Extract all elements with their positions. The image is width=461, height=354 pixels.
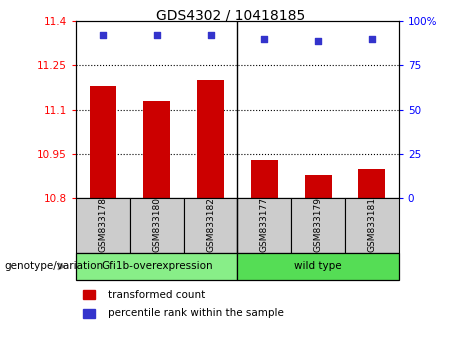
Bar <box>197 80 224 198</box>
Bar <box>345 198 399 253</box>
Text: Gfi1b-overexpression: Gfi1b-overexpression <box>101 261 213 272</box>
Bar <box>305 175 331 198</box>
Point <box>260 36 268 42</box>
Bar <box>183 198 237 253</box>
Text: GSM833179: GSM833179 <box>313 197 323 252</box>
Bar <box>143 101 170 198</box>
Point <box>368 36 376 42</box>
Bar <box>76 253 237 280</box>
Bar <box>237 253 399 280</box>
Text: GSM833182: GSM833182 <box>206 197 215 252</box>
Bar <box>83 309 95 318</box>
Point <box>153 33 160 38</box>
Point <box>314 38 322 44</box>
Text: GSM833177: GSM833177 <box>260 197 269 252</box>
Bar <box>251 160 278 198</box>
Text: GDS4302 / 10418185: GDS4302 / 10418185 <box>156 9 305 23</box>
Bar <box>291 198 345 253</box>
Text: percentile rank within the sample: percentile rank within the sample <box>108 308 284 318</box>
Text: transformed count: transformed count <box>108 290 206 300</box>
Text: wild type: wild type <box>294 261 342 272</box>
Text: GSM833180: GSM833180 <box>152 197 161 252</box>
Bar <box>83 290 95 299</box>
Point <box>207 33 214 38</box>
Bar <box>237 198 291 253</box>
Point <box>99 33 106 38</box>
Bar <box>130 198 183 253</box>
Text: GSM833181: GSM833181 <box>367 197 376 252</box>
Bar <box>76 198 130 253</box>
Text: genotype/variation: genotype/variation <box>5 261 104 272</box>
Bar <box>89 86 116 198</box>
Bar <box>358 169 385 198</box>
Text: GSM833178: GSM833178 <box>99 197 107 252</box>
